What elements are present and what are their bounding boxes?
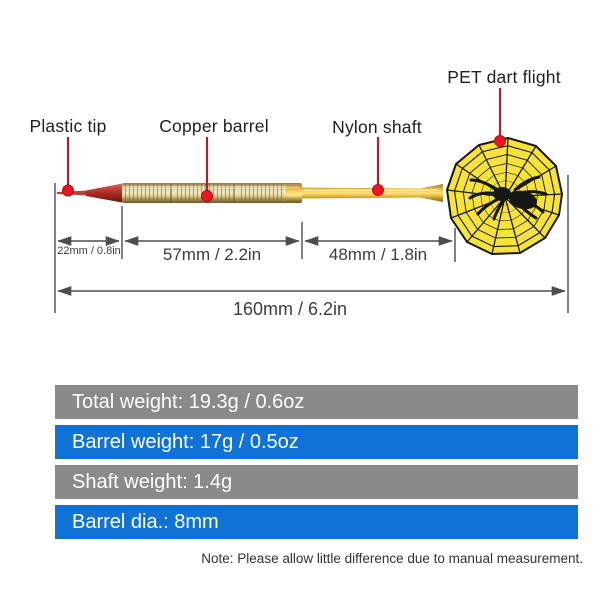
dimension-tip-value: 22mm / 0.8in [57, 245, 121, 257]
spec-table: Total weight: 19.3g / 0.6oz Barrel weigh… [55, 385, 578, 545]
dimension-lines [57, 236, 566, 296]
spec-row-barrel-dia: Barrel dia.: 8mm [55, 505, 578, 539]
dimension-shaft-value: 48mm / 1.8in [328, 245, 428, 264]
callout-dot-shaft [372, 184, 384, 196]
spec-row-total-weight: Total weight: 19.3g / 0.6oz [55, 385, 578, 419]
nylon-shaft-shape [302, 184, 443, 202]
barrel-end-cap [286, 185, 302, 202]
dimension-total-value: 160mm / 6.2in [232, 299, 348, 319]
measurement-note: Note: Please allow little difference due… [201, 551, 583, 566]
label-pet-dart-flight: PET dart flight [447, 67, 561, 87]
spider-legs [468, 175, 548, 221]
callout-dot-tip [62, 184, 74, 197]
dart-flight-shape [446, 137, 563, 255]
label-nylon-shaft: Nylon shaft [332, 117, 422, 137]
barrel-knurl-3 [238, 184, 284, 202]
dart-diagram-canvas [54, 88, 569, 313]
web-rings [453, 145, 556, 248]
callout-lines [66, 88, 502, 192]
tip-cone [86, 183, 122, 203]
barrel-knurl-1 [124, 184, 168, 202]
dimension-barrel-value: 57mm / 2.2in [162, 245, 262, 264]
label-plastic-tip: Plastic tip [29, 116, 107, 136]
spec-row-barrel-weight: Barrel weight: 17g / 0.5oz [55, 425, 578, 459]
callout-dot-barrel [201, 190, 213, 202]
spider-graphic [468, 175, 548, 221]
callout-dots [62, 135, 506, 202]
spec-row-shaft-weight: Shaft weight: 1.4g [55, 465, 578, 499]
extension-lines [54, 175, 569, 313]
label-copper-barrel: Copper barrel [159, 116, 269, 136]
callout-dot-flight [494, 135, 506, 147]
